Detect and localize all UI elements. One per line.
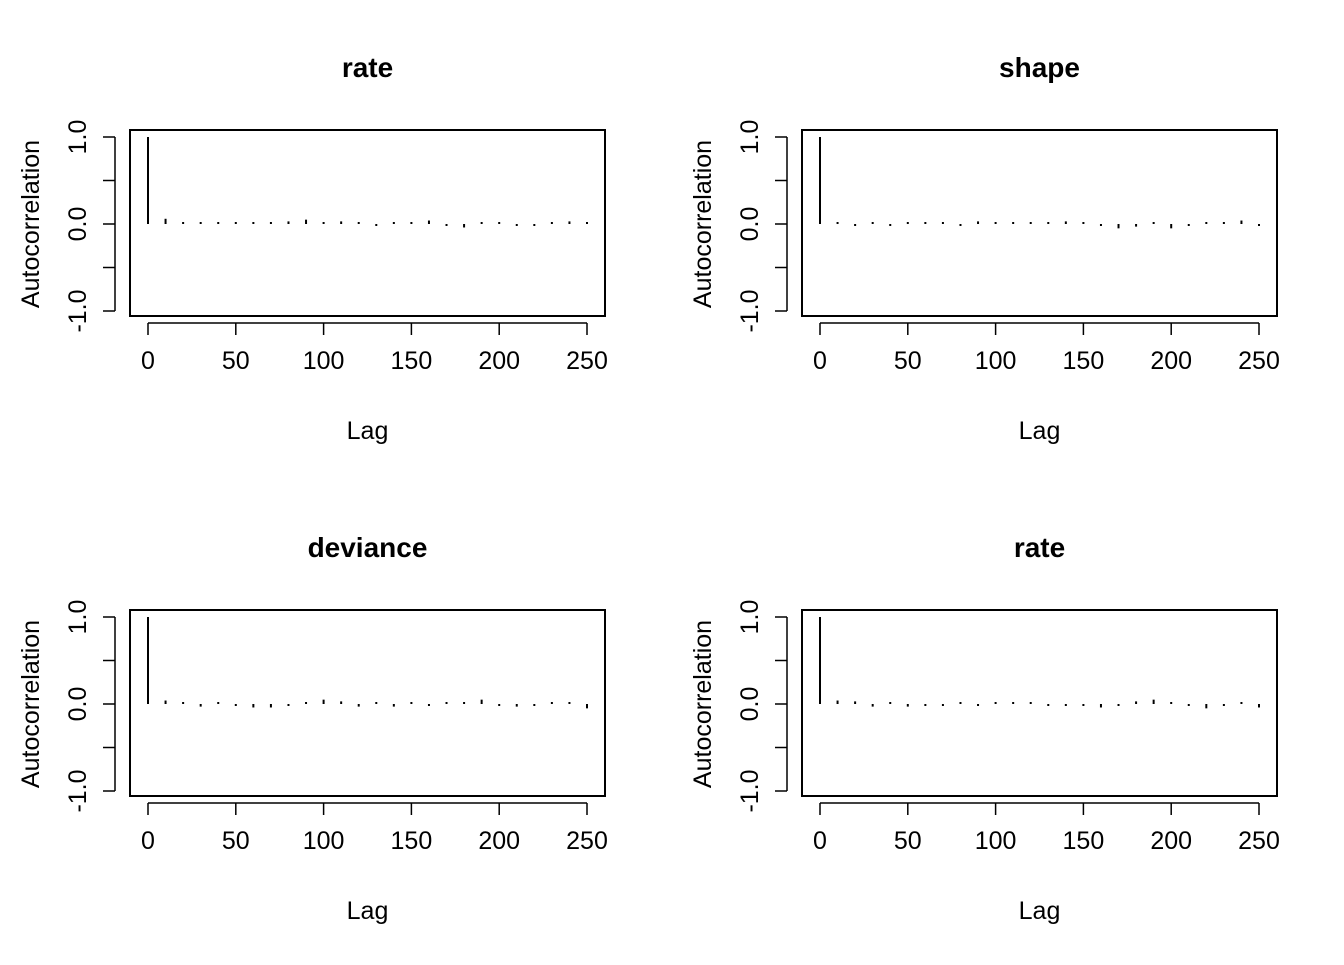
x-tick-label: 50 [894,347,922,375]
y-axis-label: Autocorrelation [689,140,717,308]
x-axis-label: Lag [1019,417,1061,445]
y-tick-label: -1.0 [736,769,764,812]
y-axis-label: Autocorrelation [689,620,717,788]
x-tick-label: 100 [975,827,1017,855]
x-tick-label: 250 [1238,827,1280,855]
x-tick-label: 100 [303,347,345,375]
x-tick-label: 150 [1063,827,1105,855]
y-axis-label: Autocorrelation [17,140,45,308]
acf-panel-2: shape 0 50 100 150 200 250 -1.0 0.0 1.0 Lag Autocor… [689,52,1280,445]
panel-title: shape [999,52,1080,83]
y-tick-label: -1.0 [64,289,92,332]
x-tick-label: 200 [478,347,520,375]
x-tick-label: 100 [303,827,345,855]
y-tick-label: -1.0 [736,289,764,332]
y-tick-label: 1.0 [64,120,92,155]
y-tick-label: 1.0 [736,600,764,635]
x-tick-label: 150 [1063,347,1105,375]
x-tick-label: 0 [141,347,155,375]
acf-panel-1: rate 0 50 100 150 200 250 -1.0 0.0 1.0 Lag Autocorr… [17,52,608,445]
x-axis-label: Lag [1019,897,1061,925]
y-tick-label: 0.0 [736,687,764,722]
plot-frame [129,129,606,317]
acf-panel-4: rate 0 50 100 150 200 250 -1.0 0.0 1.0 Lag Autocorr… [689,532,1280,925]
x-tick-label: 200 [1150,347,1192,375]
x-tick-label: 0 [813,347,827,375]
x-axis-label: Lag [347,897,389,925]
x-tick-label: 0 [813,827,827,855]
plot-frame [801,129,1278,317]
x-tick-label: 200 [1150,827,1192,855]
y-tick-label: 1.0 [736,120,764,155]
x-tick-label: 250 [1238,347,1280,375]
plot-frame [129,609,606,797]
x-tick-label: 50 [222,827,250,855]
x-tick-label: 0 [141,827,155,855]
panel-title: rate [342,52,393,83]
x-tick-label: 50 [222,347,250,375]
x-tick-label: 250 [566,827,608,855]
y-tick-label: 0.0 [64,687,92,722]
x-tick-label: 200 [478,827,520,855]
y-tick-label: -1.0 [64,769,92,812]
y-tick-label: 0.0 [64,207,92,242]
x-tick-label: 100 [975,347,1017,375]
y-tick-label: 0.0 [736,207,764,242]
acf-panel-3: deviance 0 50 100 150 200 250 -1.0 0.0 1.0 Lag Auto… [17,532,608,925]
x-axis-label: Lag [347,417,389,445]
y-axis-label: Autocorrelation [17,620,45,788]
y-tick-label: 1.0 [64,600,92,635]
plot-frame [801,609,1278,797]
x-tick-label: 150 [391,827,433,855]
x-tick-label: 250 [566,347,608,375]
x-tick-label: 50 [894,827,922,855]
panel-title: rate [1014,532,1065,563]
panel-title: deviance [308,532,428,563]
x-tick-label: 150 [391,347,433,375]
